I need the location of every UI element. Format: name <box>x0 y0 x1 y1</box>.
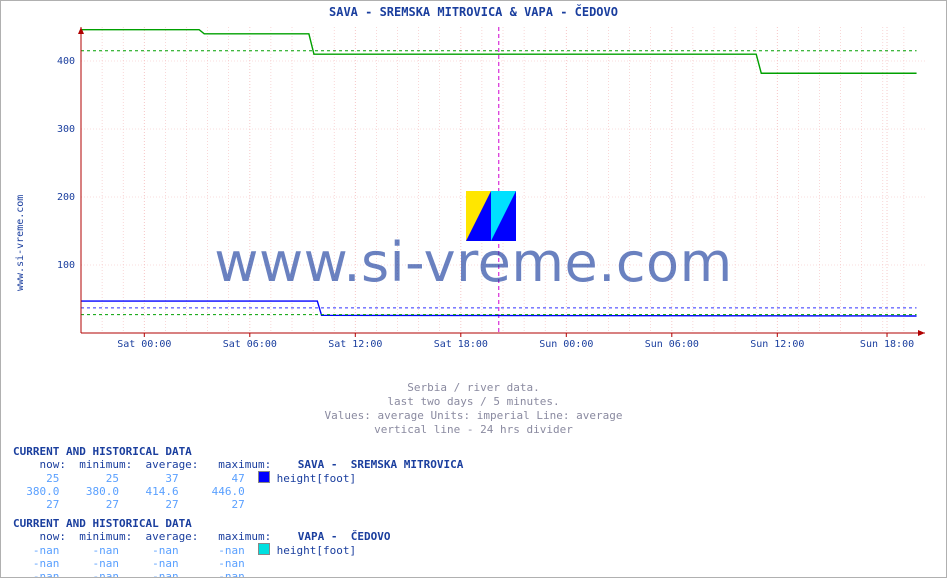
station-name: SAVA - SREMSKA MITROVICA <box>298 458 464 471</box>
svg-text:Sun 00:00: Sun 00:00 <box>539 339 593 350</box>
table-row: 25 25 37 47 height[foot] <box>13 471 463 485</box>
caption-line-1: Serbia / river data. <box>1 381 946 394</box>
series-swatch-icon <box>258 543 270 555</box>
station-name: VAPA - ČEDOVO <box>298 530 391 543</box>
data-table: CURRENT AND HISTORICAL DATA now: minimum… <box>13 445 463 511</box>
svg-text:Sun 18:00: Sun 18:00 <box>860 339 914 350</box>
data-tables: CURRENT AND HISTORICAL DATA now: minimum… <box>13 445 463 578</box>
svg-text:100: 100 <box>57 260 75 271</box>
svg-text:Sat 00:00: Sat 00:00 <box>117 339 171 350</box>
table-column-labels: now: minimum: average: maximum: SAVA - S… <box>13 458 463 471</box>
svg-text:Sat 06:00: Sat 06:00 <box>223 339 277 350</box>
svg-text:200: 200 <box>57 192 75 203</box>
table-row: -nan -nan -nan -nan <box>13 570 463 578</box>
series-swatch-icon <box>258 471 270 483</box>
svg-text:300: 300 <box>57 124 75 135</box>
caption-line-2: last two days / 5 minutes. <box>1 395 946 408</box>
table-header: CURRENT AND HISTORICAL DATA <box>13 445 463 458</box>
caption-line-4: vertical line - 24 hrs divider <box>1 423 946 436</box>
caption-line-3: Values: average Units: imperial Line: av… <box>1 409 946 422</box>
svg-text:Sun 12:00: Sun 12:00 <box>750 339 804 350</box>
table-header: CURRENT AND HISTORICAL DATA <box>13 517 463 530</box>
table-column-labels: now: minimum: average: maximum: VAPA - Č… <box>13 530 463 543</box>
table-row: 380.0 380.0 414.6 446.0 <box>13 485 463 498</box>
svg-text:Sat 18:00: Sat 18:00 <box>434 339 488 350</box>
y-axis-label-outer: www.si-vreme.com <box>3 171 17 291</box>
svg-text:400: 400 <box>57 56 75 67</box>
data-table: CURRENT AND HISTORICAL DATA now: minimum… <box>13 517 463 578</box>
plot-area: 100 200 300 400 Sat 00:00 Sat 06:00 Sat 12:00 S… <box>51 25 931 355</box>
table-row: -nan -nan -nan -nan <box>13 557 463 570</box>
chart-title: SAVA - SREMSKA MITROVICA & VAPA - ČEDOVO <box>1 5 946 19</box>
chart-frame: www.si-vreme.com SAVA - SREMSKA MITROVIC… <box>0 0 947 578</box>
svg-text:Sat 12:00: Sat 12:00 <box>328 339 382 350</box>
metric-label: height[foot] <box>277 544 356 557</box>
svg-text:Sun 06:00: Sun 06:00 <box>645 339 699 350</box>
site-label: www.si-vreme.com <box>15 195 26 291</box>
metric-label: height[foot] <box>277 472 356 485</box>
table-row: -nan -nan -nan -nan height[foot] <box>13 543 463 557</box>
table-row: 27 27 27 27 <box>13 498 463 511</box>
